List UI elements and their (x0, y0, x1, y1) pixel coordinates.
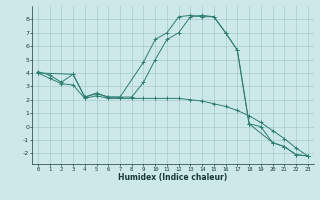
X-axis label: Humidex (Indice chaleur): Humidex (Indice chaleur) (118, 173, 228, 182)
